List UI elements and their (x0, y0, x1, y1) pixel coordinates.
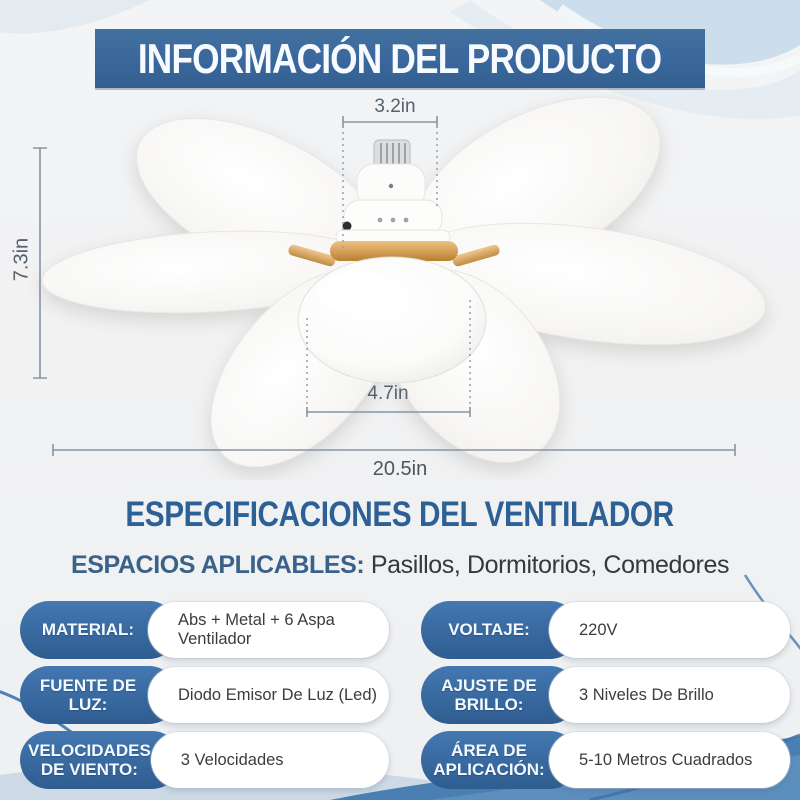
spec-row-velocidades-de-viento: VELOCIDADES DE VIENTO: 3 Velocidades (20, 731, 389, 789)
spec-label: ÁREA DE APLICACIÓN: (421, 731, 579, 789)
spec-value: 3 Niveles De Brillo (549, 667, 790, 723)
spec-row-area-de-aplicacion: ÁREA DE APLICACIÓN: 5-10 Metros Cuadrado… (421, 731, 790, 789)
dimension-line-total-width (52, 444, 736, 456)
fan-dimension-diagram (33, 96, 766, 468)
spec-table: MATERIAL: Abs + Metal + 6 Aspa Ventilado… (20, 601, 790, 789)
page-title: INFORMACIÓN DEL PRODUCTO (138, 34, 662, 82)
spec-value: 220V (549, 602, 790, 658)
specifications-heading: ESPECIFICACIONES DEL VENTILADOR (125, 495, 675, 534)
sensor-nub (342, 221, 352, 231)
gold-ring (330, 241, 458, 261)
gold-wing-left (288, 244, 336, 267)
specifications-heading-wrap: ESPECIFICACIONES DEL VENTILADOR (0, 495, 800, 535)
spec-label: VELOCIDADES DE VIENTO: (20, 731, 181, 789)
lamp-dome (297, 256, 487, 384)
spec-row-material: MATERIAL: Abs + Metal + 6 Aspa Ventilado… (20, 601, 389, 659)
applicable-spaces-line: ESPACIOS APLICABLES: Pasillos, Dormitori… (0, 551, 800, 580)
spec-row-ajuste-de-brillo: AJUSTE DE BRILLO: 3 Niveles De Brillo (421, 666, 790, 724)
dimension-label-lamp-width: 4.7in (367, 383, 409, 404)
dimension-label-total-width: 20.5in (372, 458, 428, 480)
spec-row-voltaje: VOLTAJE: 220V (421, 601, 790, 659)
spec-value: Diodo Emisor De Luz (Led) (148, 667, 389, 723)
applicable-spaces-value: Pasillos, Dormitorios, Comedores (370, 551, 730, 579)
dimension-label-total-height: 7.3in (10, 237, 33, 282)
page-title-bar: INFORMACIÓN DEL PRODUCTO (95, 29, 705, 88)
fan-hub (288, 139, 500, 384)
spec-row-fuente-de-luz: FUENTE DE LUZ: Diodo Emisor De Luz (Led) (20, 666, 389, 724)
applicable-spaces-label: ESPACIOS APLICABLES: (70, 551, 365, 579)
spec-label: MATERIAL: (20, 601, 178, 659)
dome-highlight (316, 272, 396, 312)
spec-value: Abs + Metal + 6 Aspa Ventilador (148, 602, 389, 658)
dimension-line-lamp-width (306, 407, 471, 417)
dimension-label-socket-width: 3.2in (374, 96, 416, 117)
indicator-dot (388, 183, 394, 189)
spec-value: 3 Velocidades (150, 732, 389, 788)
gold-wing-right (452, 244, 500, 267)
dimension-line-total-height (33, 147, 47, 379)
spec-value: 5-10 Metros Cuadrados (549, 732, 790, 788)
